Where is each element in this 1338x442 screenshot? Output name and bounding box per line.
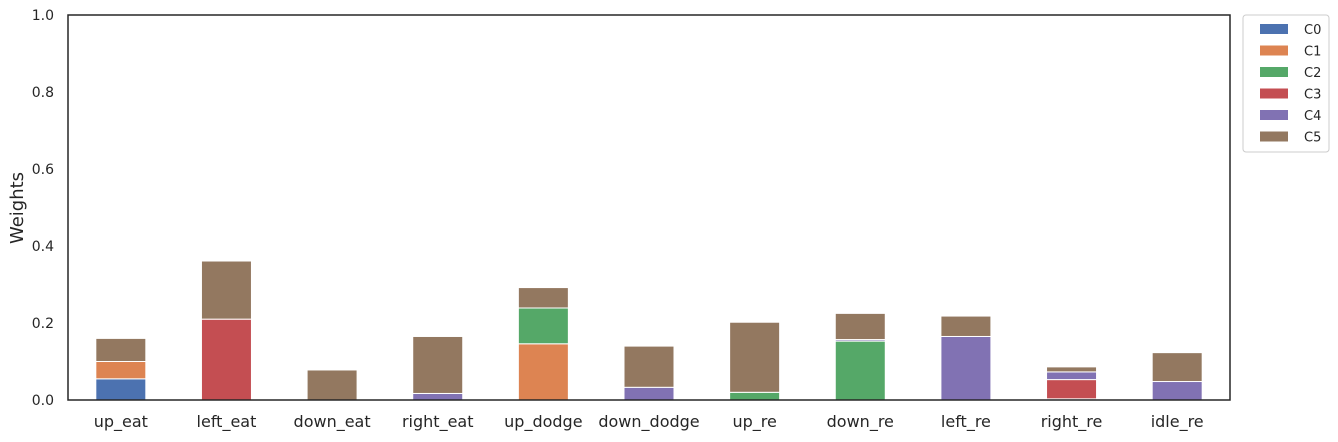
x-tick-label: right_eat bbox=[402, 412, 474, 432]
bar-segment-c1-up-eat bbox=[95, 361, 147, 380]
bar-segment-c5-right-eat bbox=[412, 335, 464, 394]
bar-segment-c3-right-re bbox=[1046, 379, 1098, 400]
bar-segment-c3-left-eat bbox=[200, 318, 252, 401]
y-tick-label: 0.6 bbox=[32, 162, 54, 178]
legend-swatch-c1 bbox=[1260, 45, 1288, 56]
legend-label-c1: C1 bbox=[1304, 45, 1321, 60]
legend-swatch-c3 bbox=[1260, 88, 1288, 99]
x-tick-label: down_dodge bbox=[598, 412, 699, 432]
legend-label-c2: C2 bbox=[1304, 66, 1321, 81]
x-tick-label: left_re bbox=[941, 412, 991, 432]
bar-segment-c4-idle-re bbox=[1151, 381, 1203, 401]
bar-segment-c5-left-eat bbox=[200, 260, 252, 320]
bar-segment-c5-down-re bbox=[834, 312, 886, 341]
bar-segment-c5-up-eat bbox=[95, 337, 147, 362]
x-tick-label: left_eat bbox=[197, 412, 257, 432]
legend: C0 C1 C2 C3 C4 C5 bbox=[1242, 14, 1330, 153]
y-tick-label: 0.0 bbox=[32, 393, 54, 409]
bar-segment-c5-up-re bbox=[729, 321, 781, 393]
x-tick-label: down_re bbox=[827, 412, 894, 432]
x-tick-label: right_re bbox=[1041, 412, 1103, 432]
y-tick-label: 0.8 bbox=[32, 85, 54, 101]
bar-segment-c5-down-dodge bbox=[623, 345, 675, 388]
y-axis-ticks: 0.0 0.2 0.4 0.6 0.8 1.0 bbox=[32, 8, 54, 409]
plot-frame bbox=[67, 14, 1231, 401]
bar-segment-c4-left-re bbox=[940, 335, 992, 401]
legend-swatch-c0 bbox=[1260, 24, 1288, 34]
bar-segment-c2-up-re bbox=[729, 391, 781, 401]
bars-layer bbox=[95, 260, 1203, 401]
bar-segment-c5-right-re bbox=[1046, 366, 1098, 373]
x-tick-label: up_re bbox=[732, 412, 776, 432]
bar-segment-c5-down-eat bbox=[306, 369, 358, 401]
bar-segment-c1-up-dodge bbox=[517, 343, 569, 401]
legend-label-c5: C5 bbox=[1304, 131, 1321, 146]
bar-segment-c4-right-re bbox=[1046, 371, 1098, 381]
bar-segment-c5-up-dodge bbox=[517, 287, 569, 309]
bar-segment-c2-up-dodge bbox=[517, 307, 569, 345]
x-tick-label: up_dodge bbox=[504, 412, 582, 432]
bar-segment-c5-left-re bbox=[940, 315, 992, 337]
bar-segment-c5-idle-re bbox=[1151, 352, 1203, 383]
legend-label-c4: C4 bbox=[1304, 109, 1321, 124]
x-axis-labels: up_eat left_eat down_eat right_eat up_dodge d… bbox=[94, 412, 1204, 432]
y-tick-label: 0.2 bbox=[32, 316, 54, 332]
legend-swatch-c5 bbox=[1260, 131, 1288, 142]
x-tick-label: idle_re bbox=[1151, 412, 1204, 432]
y-tick-label: 1.0 bbox=[32, 8, 54, 24]
legend-label-c3: C3 bbox=[1304, 88, 1321, 103]
bar-segment-c0-up-eat bbox=[95, 378, 147, 401]
y-axis-title: Weights bbox=[7, 172, 28, 244]
bar-segment-c4-right-eat bbox=[412, 392, 464, 401]
y-tick-label: 0.4 bbox=[32, 239, 54, 255]
legend-label-c0: C0 bbox=[1304, 23, 1321, 38]
bar-segment-c2-down-re bbox=[834, 340, 886, 401]
x-tick-label: down_eat bbox=[294, 412, 371, 432]
bar-segment-c4-down-dodge bbox=[623, 386, 675, 401]
x-tick-label: up_eat bbox=[94, 412, 148, 432]
legend-swatch-c4 bbox=[1260, 110, 1288, 120]
legend-swatch-c2 bbox=[1260, 67, 1288, 77]
